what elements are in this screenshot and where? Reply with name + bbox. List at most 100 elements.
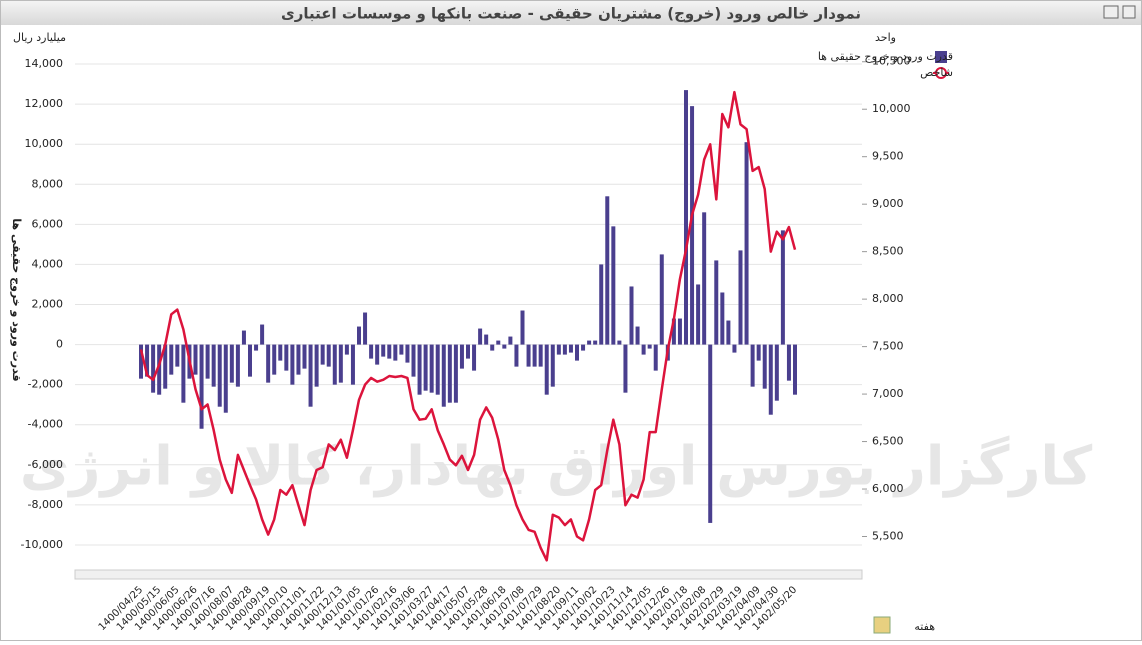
bar: [575, 344, 579, 361]
bar: [332, 344, 337, 385]
bar: [562, 344, 567, 355]
bar: [254, 344, 259, 351]
bar: [229, 344, 234, 383]
bar: [581, 344, 586, 351]
print-button[interactable]: [1103, 5, 1119, 19]
bar: [278, 344, 283, 361]
bar: [599, 264, 604, 345]
bar: [702, 212, 707, 345]
bar: [163, 344, 168, 389]
bar: [248, 344, 252, 377]
bar: [435, 344, 440, 395]
bar: [211, 344, 216, 387]
bar: [393, 344, 398, 361]
bar: [671, 318, 676, 345]
bar: [750, 344, 755, 387]
bar: [502, 344, 507, 349]
bar: [193, 344, 198, 375]
bar: [544, 344, 549, 395]
bar: [375, 344, 380, 365]
bar: [157, 344, 162, 395]
bar: [732, 344, 737, 353]
y-tick-label: 6,000: [32, 217, 64, 230]
y-tick-label: 8,000: [32, 177, 64, 190]
y-tick-label: -8,000: [28, 498, 63, 511]
bar: [593, 340, 598, 345]
bar: [381, 344, 386, 357]
bar: [145, 344, 150, 377]
bar: [296, 344, 301, 375]
y-tick-label: 4,000: [32, 257, 64, 270]
bar: [690, 106, 695, 345]
bar: [677, 318, 682, 345]
export-button[interactable]: [1122, 5, 1136, 19]
y-tick-label: -10,000: [21, 538, 63, 551]
refresh-button[interactable]: [873, 616, 891, 634]
y2-tick-label: 6,500: [872, 435, 904, 448]
title-bar: [1, 1, 1141, 25]
bar: [774, 344, 779, 401]
legend-marker: [935, 51, 947, 63]
bar: [744, 142, 749, 345]
bar: [405, 344, 410, 363]
bar: [684, 90, 688, 345]
legend-label: شاخص: [920, 66, 953, 79]
bar: [447, 344, 452, 403]
bar: [357, 326, 361, 345]
bar: [587, 340, 592, 345]
bar: [762, 344, 767, 389]
bar: [387, 344, 392, 359]
scrollbar[interactable]: [74, 569, 863, 580]
bar: [550, 344, 555, 387]
bar: [635, 326, 640, 345]
bar: [786, 344, 791, 381]
bar: [484, 334, 489, 345]
bar: [653, 344, 658, 371]
bar: [720, 292, 725, 345]
y-axis-title: قدرت ورود و خروج حقیقی ها: [9, 218, 23, 381]
bar: [768, 344, 773, 415]
y-tick-label: -6,000: [28, 458, 63, 471]
y-tick-label: 0: [56, 338, 63, 351]
bar: [629, 286, 634, 345]
y2-tick-label: 10,500: [872, 55, 911, 68]
bar: [284, 344, 289, 371]
bar: [726, 320, 731, 345]
bar: [417, 344, 422, 395]
bar: [308, 344, 313, 407]
bar: [520, 310, 525, 345]
bar: [205, 344, 210, 379]
bar: [217, 344, 222, 407]
bar: [526, 344, 531, 367]
bar: [338, 344, 343, 383]
y-tick-label: 12,000: [25, 97, 64, 110]
line: [139, 90, 797, 562]
bar: [514, 344, 519, 367]
bar: [423, 344, 428, 391]
bar: [175, 344, 180, 367]
watermark: کارگزار بورس اوراق بهادار، کالا و انرژی: [20, 435, 1093, 498]
bar: [199, 344, 204, 429]
bar: [151, 344, 156, 393]
bar: [708, 344, 713, 523]
bar: [780, 230, 785, 345]
bar: [363, 312, 368, 345]
bar: [532, 344, 537, 367]
x-axis-title: هفته: [914, 620, 935, 633]
bar: [369, 344, 374, 359]
bar: [344, 344, 349, 355]
bar: [623, 344, 628, 393]
bar: [169, 344, 174, 375]
bar: [181, 344, 186, 403]
bar: [756, 344, 761, 361]
y2-tick-label: 7,000: [872, 387, 904, 400]
bar: [260, 324, 265, 345]
bar: [411, 344, 416, 377]
bar: [466, 344, 470, 359]
y-tick-label: 2,000: [32, 298, 64, 311]
bar: [326, 344, 331, 367]
bar: [647, 344, 652, 349]
bar: [290, 344, 295, 385]
y2-tick-label: 7,500: [872, 340, 904, 353]
